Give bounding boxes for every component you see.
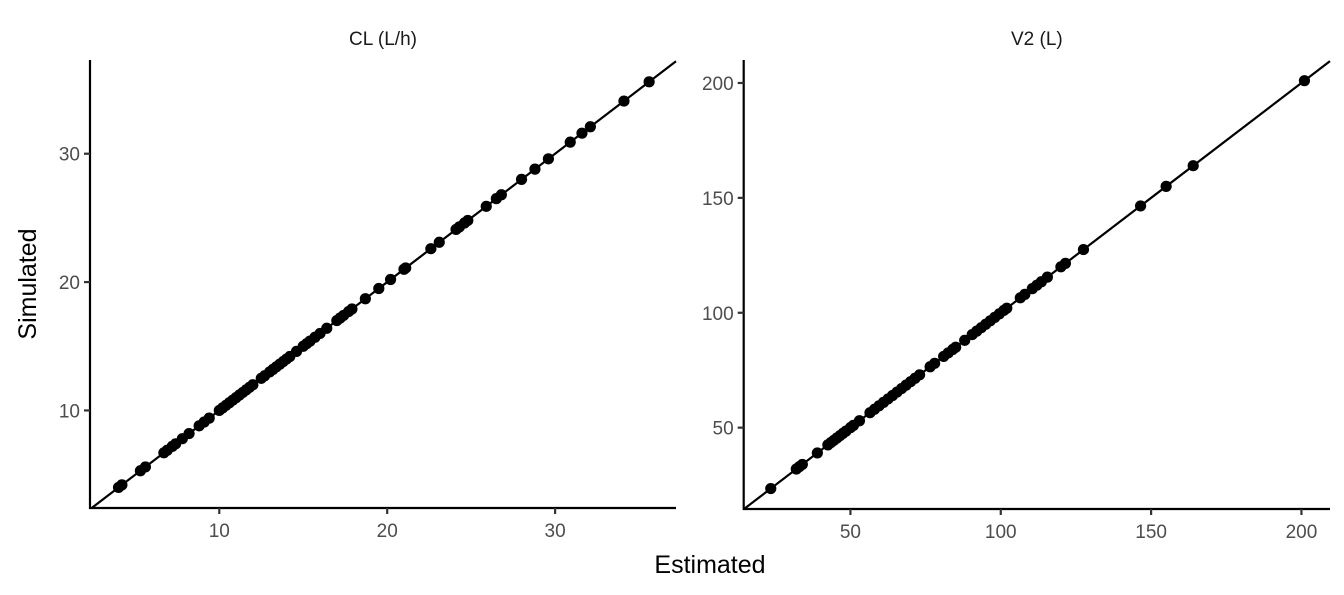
panel-title-v2: V2 (L) (1011, 29, 1063, 50)
data-point (433, 236, 445, 248)
x-tick-label: 30 (545, 521, 566, 542)
data-point (853, 415, 866, 427)
data-point (346, 303, 358, 315)
data-point (618, 95, 630, 107)
y-tick-label: 150 (702, 189, 734, 210)
data-point (480, 200, 492, 212)
panel-cl: CL (L/h) 10 20 30 10 20 30 (59, 29, 677, 542)
data-point (950, 341, 962, 353)
y-tick-label: 20 (59, 273, 80, 294)
panel-v2: V2 (L) 50 100 150 200 50 100 150 200 (702, 29, 1331, 543)
data-point (929, 357, 941, 369)
data-point (811, 447, 823, 459)
data-point (1041, 271, 1053, 283)
data-point (359, 293, 371, 305)
data-point (1160, 180, 1172, 192)
y-tick-label: 200 (702, 74, 734, 95)
axes: 50 100 150 200 50 100 150 200 (702, 60, 1330, 543)
data-point (425, 243, 437, 255)
data-point (1059, 257, 1072, 269)
y-tick-label: 30 (59, 145, 80, 166)
data-point (584, 121, 596, 133)
axes: 10 20 30 10 20 30 (59, 60, 676, 542)
data-point (321, 322, 333, 334)
data-point (495, 189, 507, 201)
data-point (247, 379, 259, 391)
data-point (203, 412, 215, 424)
data-point (796, 458, 808, 471)
data-point (1187, 160, 1199, 172)
data-point (515, 173, 528, 185)
data-point (913, 369, 926, 381)
y-tick-label: 100 (702, 304, 734, 325)
y-tick-label: 10 (59, 401, 80, 422)
data-point (1134, 200, 1147, 212)
data-point (384, 273, 397, 286)
x-tick-label: 200 (1286, 522, 1318, 543)
x-tick-label: 20 (377, 521, 398, 542)
data-point (400, 262, 412, 274)
data-point (1001, 302, 1013, 314)
data-point (183, 427, 195, 440)
data-point (1298, 75, 1311, 87)
panel-title-cl: CL (L/h) (349, 29, 417, 50)
y-axis-title: Simulated (14, 228, 42, 339)
y-tick-label: 50 (713, 419, 734, 440)
data-points (112, 76, 655, 494)
x-tick-label: 50 (840, 522, 861, 543)
data-point (564, 136, 576, 148)
data-point (116, 479, 128, 491)
data-point (542, 153, 554, 165)
data-points (765, 75, 1311, 495)
data-point (139, 461, 152, 473)
data-point (462, 214, 474, 227)
data-point (765, 482, 777, 495)
data-point (576, 127, 588, 139)
x-tick-label: 100 (985, 522, 1017, 543)
x-axis-title: Estimated (654, 551, 765, 579)
x-tick-label: 10 (209, 521, 230, 542)
data-point (529, 163, 541, 175)
data-point (1077, 243, 1090, 256)
x-tick-label: 150 (1135, 522, 1167, 543)
data-point (373, 282, 385, 295)
data-point (643, 76, 655, 88)
